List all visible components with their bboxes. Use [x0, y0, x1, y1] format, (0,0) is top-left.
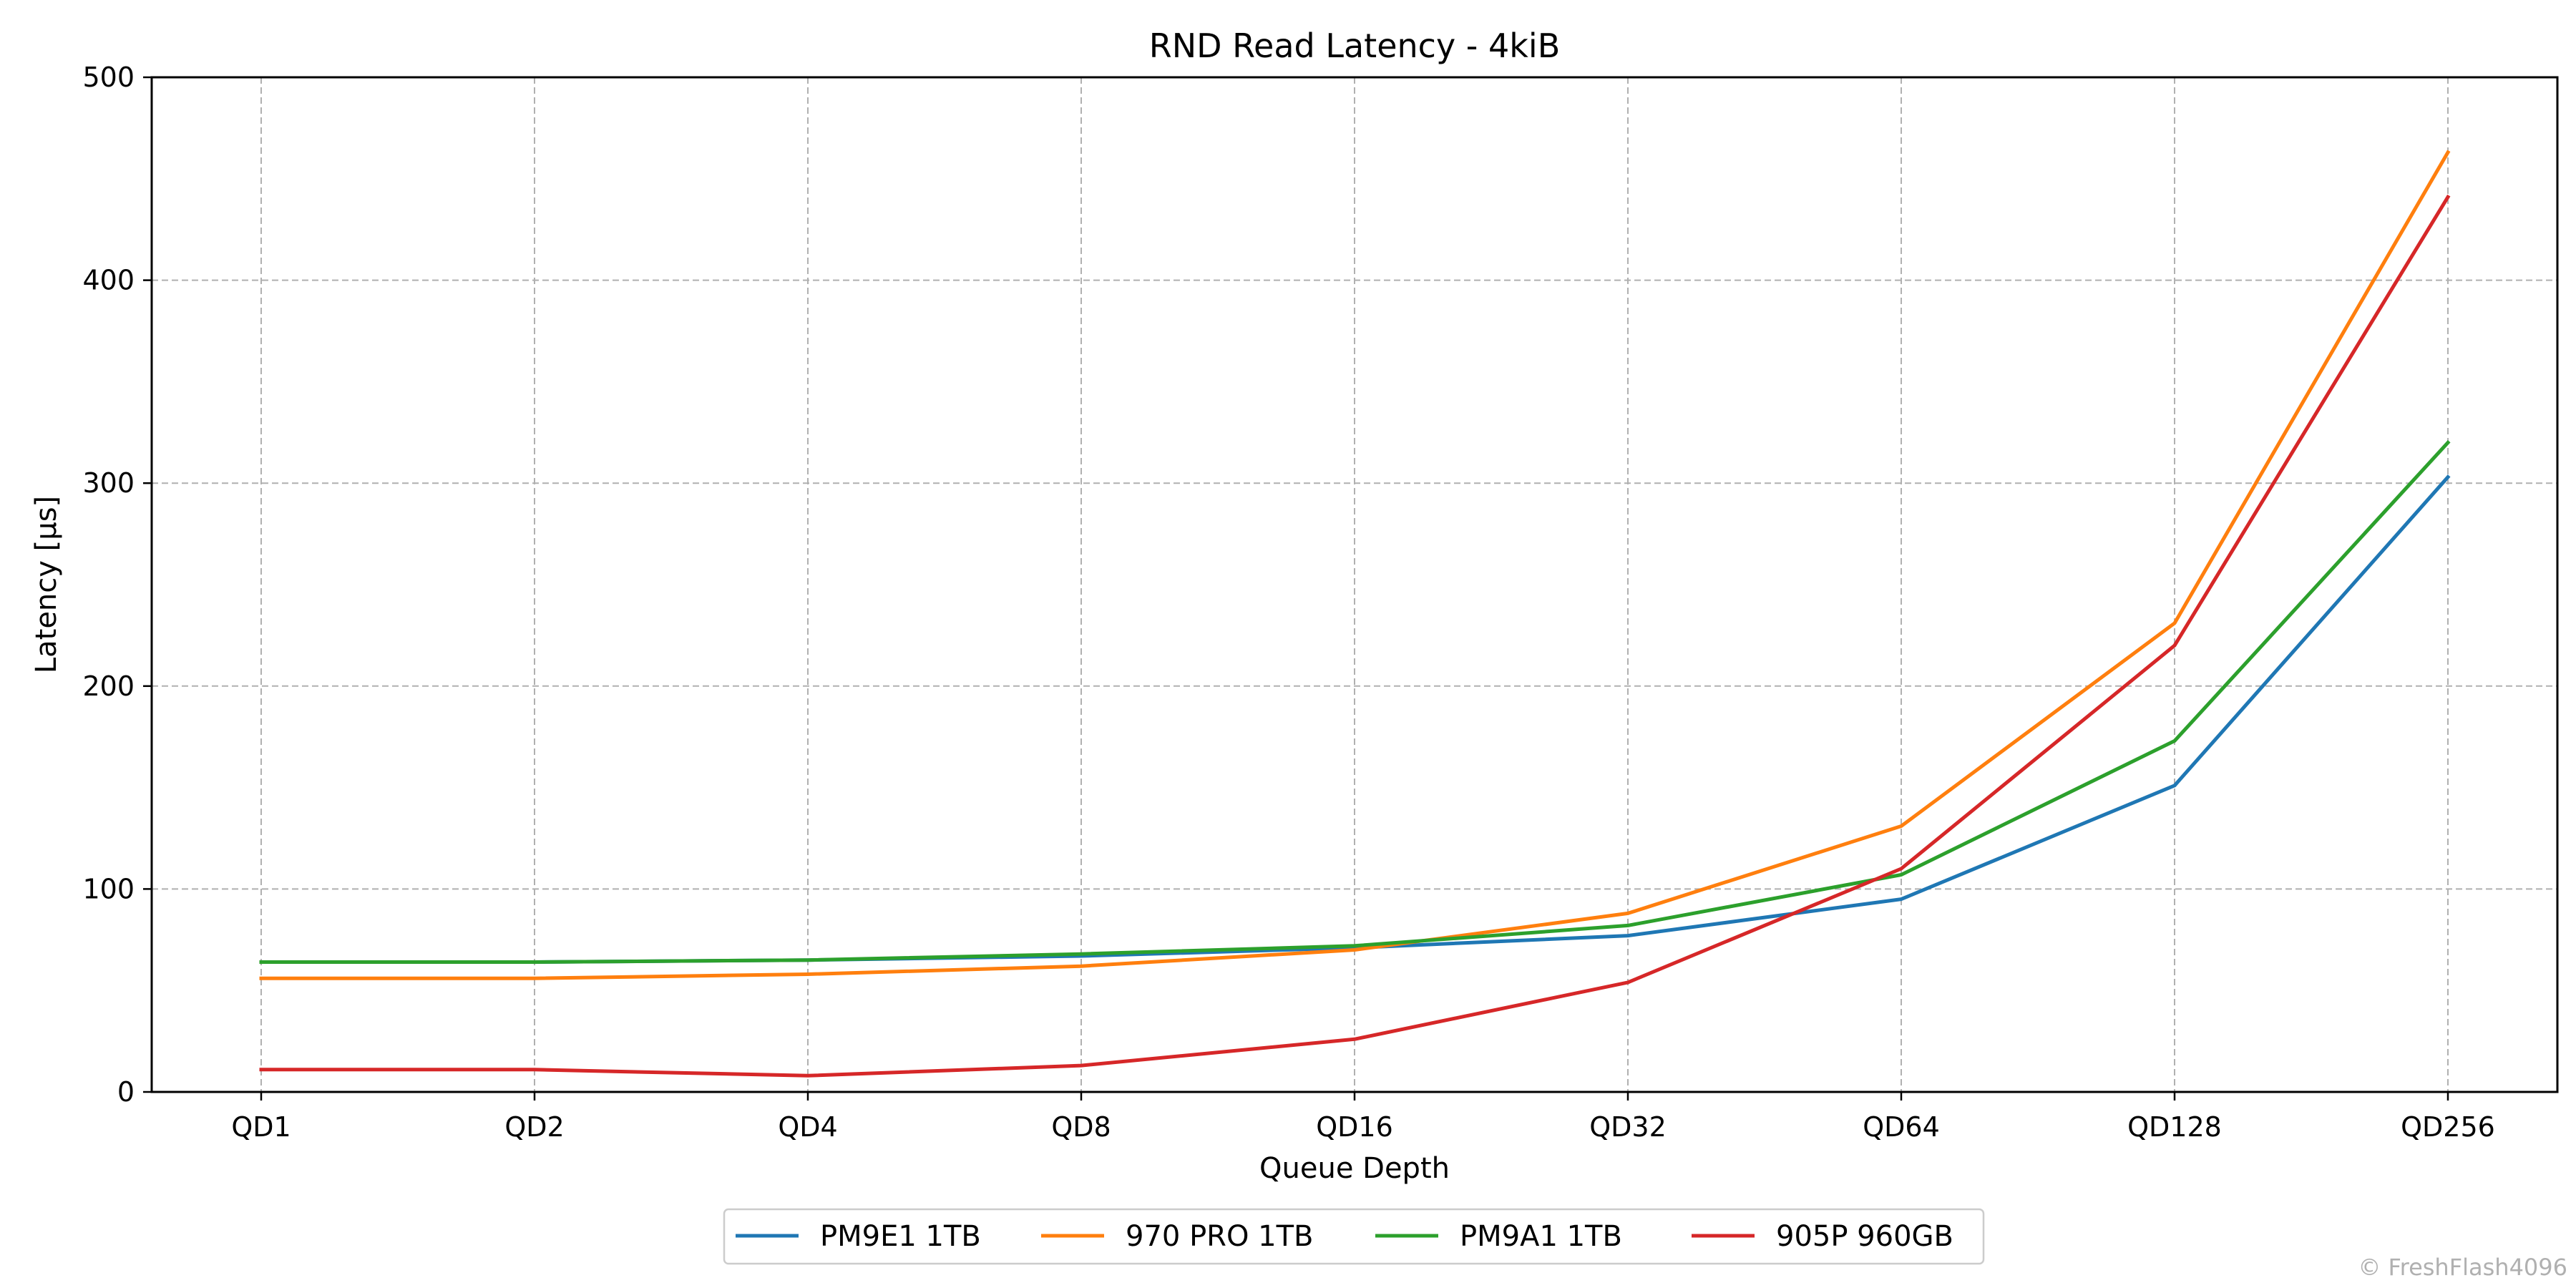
x-tick-label: QD64 [1863, 1111, 1940, 1143]
y-tick-label: 200 [82, 670, 135, 702]
series-lines [259, 150, 2451, 1078]
y-tick-label: 300 [82, 467, 135, 499]
x-tick-label: QD32 [1589, 1111, 1667, 1143]
series-line-970-pro-1tb [259, 150, 2451, 980]
y-tick-label: 500 [82, 62, 135, 93]
y-tick-label: 0 [117, 1076, 135, 1108]
x-tick-label: QD16 [1316, 1111, 1393, 1143]
legend-label: PM9A1 1TB [1460, 1220, 1622, 1253]
series-line-pm9a1-1tb [259, 439, 2451, 964]
legend-items: PM9E1 1TB 970 PRO 1TB PM9A1 1TB 905P 960GB [736, 1220, 1953, 1253]
y-axis-label: Latency [µs] [30, 496, 63, 673]
y-tick-label: 400 [82, 265, 135, 296]
copyright-watermark: © FreshFlash4096 [2358, 1254, 2567, 1281]
x-tick-label: QD4 [778, 1111, 837, 1143]
x-tick-label: QD1 [231, 1111, 291, 1143]
grid-lines [152, 77, 2557, 1092]
x-tick-label: QD2 [504, 1111, 564, 1143]
y-tick-label: 100 [82, 873, 135, 904]
x-tick-label: QD256 [2401, 1111, 2495, 1143]
legend-label: 970 PRO 1TB [1126, 1220, 1314, 1253]
series-line-905p-960gb [259, 194, 2451, 1078]
chart-title: RND Read Latency - 4kiB [1149, 26, 1561, 65]
legend-label: 905P 960GB [1776, 1220, 1953, 1253]
legend: PM9E1 1TB 970 PRO 1TB PM9A1 1TB 905P 960GB [723, 1208, 1985, 1265]
legend-frame [723, 1208, 1985, 1265]
x-tick-label: QD128 [2127, 1111, 2222, 1143]
x-tick-label: QD8 [1051, 1111, 1111, 1143]
x-axis-label: Queue Depth [1259, 1152, 1450, 1185]
y-axis-ticks: 0 100 200 300 400 500 [82, 62, 152, 1108]
legend-label: PM9E1 1TB [820, 1220, 981, 1253]
x-axis-ticks: QD1 QD2 QD4 QD8 QD16 QD32 QD64 QD128 QD256 [231, 1092, 2495, 1143]
